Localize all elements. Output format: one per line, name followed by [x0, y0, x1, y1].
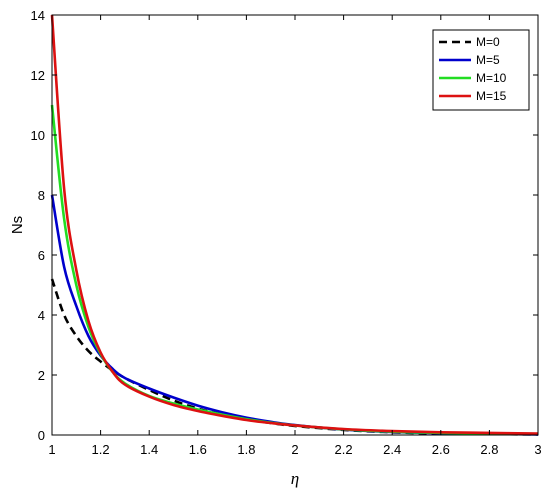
x-tick-label: 1 — [48, 442, 55, 457]
y-tick-label: 10 — [31, 128, 45, 143]
legend-box — [432, 29, 530, 111]
series-line-m-0 — [50, 278, 539, 436]
x-tick-label: 2.4 — [383, 442, 401, 457]
y-tick-label: 2 — [38, 368, 45, 383]
legend-label: M=0 — [476, 35, 500, 49]
legend: M=0 M=5 M=10 M=15 — [432, 29, 530, 111]
x-tick-label: 1.2 — [92, 442, 110, 457]
y-axis-label: Ns — [9, 216, 26, 234]
series-line-m-15 — [50, 14, 539, 435]
x-tick-label: 1.6 — [189, 442, 207, 457]
y-tick-label: 12 — [31, 68, 45, 83]
x-tick-label: 1.4 — [140, 442, 158, 457]
y-tick-label: 6 — [38, 248, 45, 263]
legend-label: M=5 — [476, 53, 500, 67]
ticks-layer: 1 1.2 1.4 1.6 1.8 2 2.2 2.4 2.6 2.8 3 0 2 4 6 8 10 12 14 — [31, 8, 542, 457]
x-tick-label: 2 — [291, 442, 298, 457]
y-tick-label: 4 — [38, 308, 45, 323]
y-tick-label: 8 — [38, 188, 45, 203]
legend-label: M=15 — [476, 89, 507, 103]
x-tick-label: 2.8 — [480, 442, 498, 457]
x-tick-label: 2.6 — [432, 442, 450, 457]
legend-label: M=10 — [476, 71, 507, 85]
x-tick-label: 1.8 — [237, 442, 255, 457]
x-tick-label: 3 — [534, 442, 541, 457]
x-tick-label: 2.2 — [335, 442, 353, 457]
x-axis-label: η — [291, 469, 299, 488]
y-tick-label: 14 — [31, 8, 45, 23]
y-tick-label: 0 — [38, 428, 45, 443]
